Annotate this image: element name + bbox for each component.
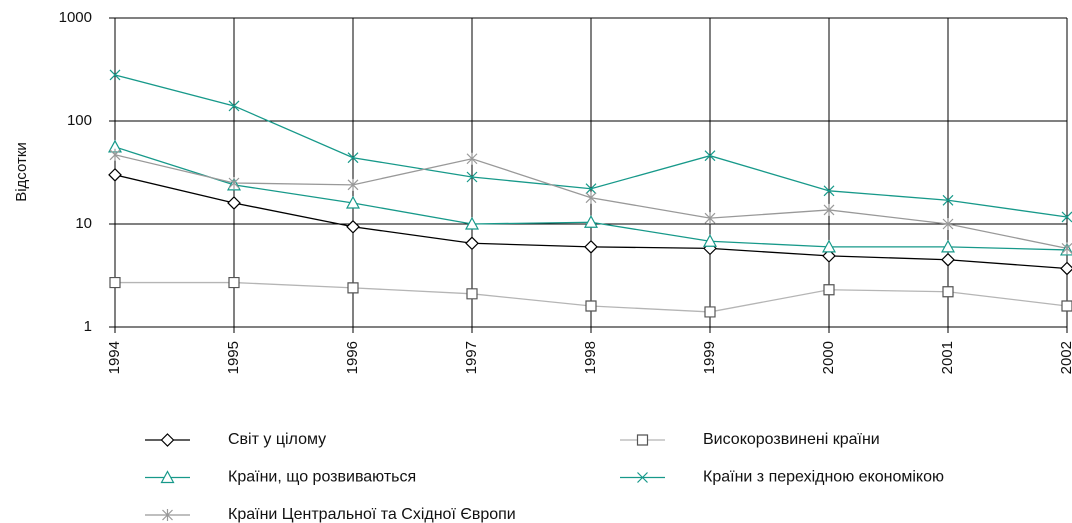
legend: Світ у цілому Високорозвинені країни Країн…: [145, 431, 944, 523]
marker: [108, 168, 122, 182]
marker: [228, 100, 240, 112]
marker: [942, 286, 954, 298]
x-tick-label: 1996: [344, 341, 361, 374]
x-tick-label: 1998: [582, 341, 599, 374]
marker: [464, 216, 480, 230]
legend-marker: [160, 433, 175, 447]
legend-label: Світ у цілому: [228, 431, 326, 448]
marker: [228, 276, 240, 289]
marker: [227, 196, 241, 210]
marker: [585, 300, 597, 312]
y-tick-label: 10: [75, 215, 92, 232]
y-tick-label: 1: [84, 318, 92, 335]
x-tick-label: 1997: [463, 341, 480, 374]
marker: [702, 233, 718, 247]
marker: [1061, 242, 1072, 255]
marker: [941, 252, 955, 267]
marker: [585, 183, 597, 195]
x-tick-label: 2000: [820, 341, 837, 374]
marker: [704, 212, 716, 225]
legend-label: Країни Центральної та Східної Європи: [228, 506, 516, 523]
marker: [228, 177, 240, 190]
marker: [584, 240, 598, 254]
marker: [1060, 261, 1072, 276]
marker: [585, 191, 597, 204]
marker: [347, 152, 359, 164]
marker: [345, 195, 361, 209]
marker: [465, 236, 479, 251]
marker: [109, 69, 121, 81]
marker: [942, 218, 954, 230]
marker: [466, 171, 478, 183]
marker: [583, 214, 599, 228]
marker: [347, 178, 359, 191]
marker: [1061, 211, 1072, 223]
marker: [704, 306, 716, 318]
marker: [704, 150, 716, 162]
marker: [109, 276, 121, 289]
legend-marker: [162, 509, 173, 521]
marker: [346, 219, 360, 234]
marker: [109, 148, 121, 161]
marker: [823, 284, 835, 296]
marker: [822, 249, 836, 263]
marker: [823, 185, 835, 197]
legend-label: Високорозвинені країни: [703, 431, 880, 448]
y-tick-label: 100: [67, 112, 92, 129]
legend-marker: [636, 434, 649, 446]
legend-label: Країни, що розвиваються: [228, 469, 416, 486]
legend-marker: [637, 472, 648, 483]
marker: [940, 239, 956, 253]
marker: [942, 194, 954, 206]
marker: [823, 203, 835, 216]
legend-label: Країни з перехідною економікою: [703, 469, 944, 486]
x-tick-label: 2001: [939, 341, 956, 374]
marker: [466, 152, 478, 165]
marker: [466, 288, 478, 300]
marker: [821, 239, 837, 253]
x-tick-label: 2002: [1058, 341, 1072, 374]
x-tick-label: 1995: [225, 341, 242, 374]
y-axis-title: Відсотки: [13, 142, 30, 202]
legend-marker: [160, 470, 175, 484]
x-tick-label: 1999: [701, 341, 718, 374]
x-tick-label: 1994: [106, 341, 123, 374]
y-tick-label: 1000: [59, 9, 92, 26]
marker: [347, 282, 359, 294]
marker: [1061, 300, 1072, 312]
